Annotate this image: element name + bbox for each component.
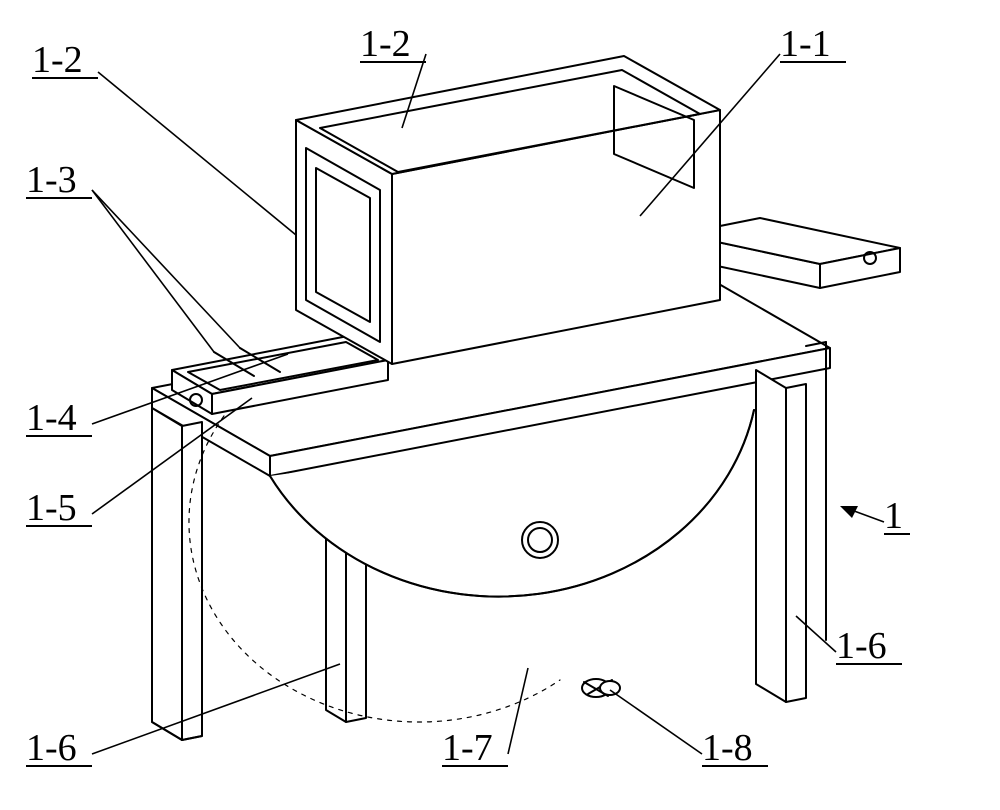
label-1-8: 1-8 [702,727,768,769]
apparatus [152,56,900,740]
leader-1-arrow [840,506,884,522]
label-1-4: 1-4 [26,397,92,439]
leader-1-3a [92,190,214,352]
leader-1-8 [610,690,702,754]
leader-1-7 [508,668,528,754]
leg-rear-right [806,342,826,640]
engineering-diagram: 1-2 1-2 1-1 1-3 1-4 1-5 1-6 1-7 1-8 1-6 … [0,0,1000,810]
leader-1-3b [92,190,240,348]
label-1-2b: 1-2 [360,23,426,65]
svg-text:1-2: 1-2 [32,39,83,81]
label-1-6b: 1-6 [836,625,902,667]
svg-text:1-8: 1-8 [702,727,753,769]
label-1-6a: 1-6 [26,727,92,769]
label-1-2a: 1-2 [32,39,98,81]
svg-text:1-7: 1-7 [442,727,493,769]
leg-front-right [756,370,806,702]
leader-1-2a [98,72,296,235]
svg-text:1-1: 1-1 [780,23,831,65]
label-1-1: 1-1 [780,23,846,65]
svg-text:1-6: 1-6 [836,625,887,667]
svg-text:1-5: 1-5 [26,487,77,529]
svg-text:1-4: 1-4 [26,397,77,439]
svg-text:1: 1 [884,495,903,537]
svg-text:1-6: 1-6 [26,727,77,769]
drain-nozzle [582,679,620,697]
label-1-5: 1-5 [26,487,92,529]
leader-1-6a [92,664,340,754]
label-1-3: 1-3 [26,159,92,201]
svg-text:1-2: 1-2 [360,23,411,65]
leg-front-left [152,408,202,740]
label-1: 1 [884,495,910,537]
svg-text:1-3: 1-3 [26,159,77,201]
label-1-7: 1-7 [442,727,508,769]
